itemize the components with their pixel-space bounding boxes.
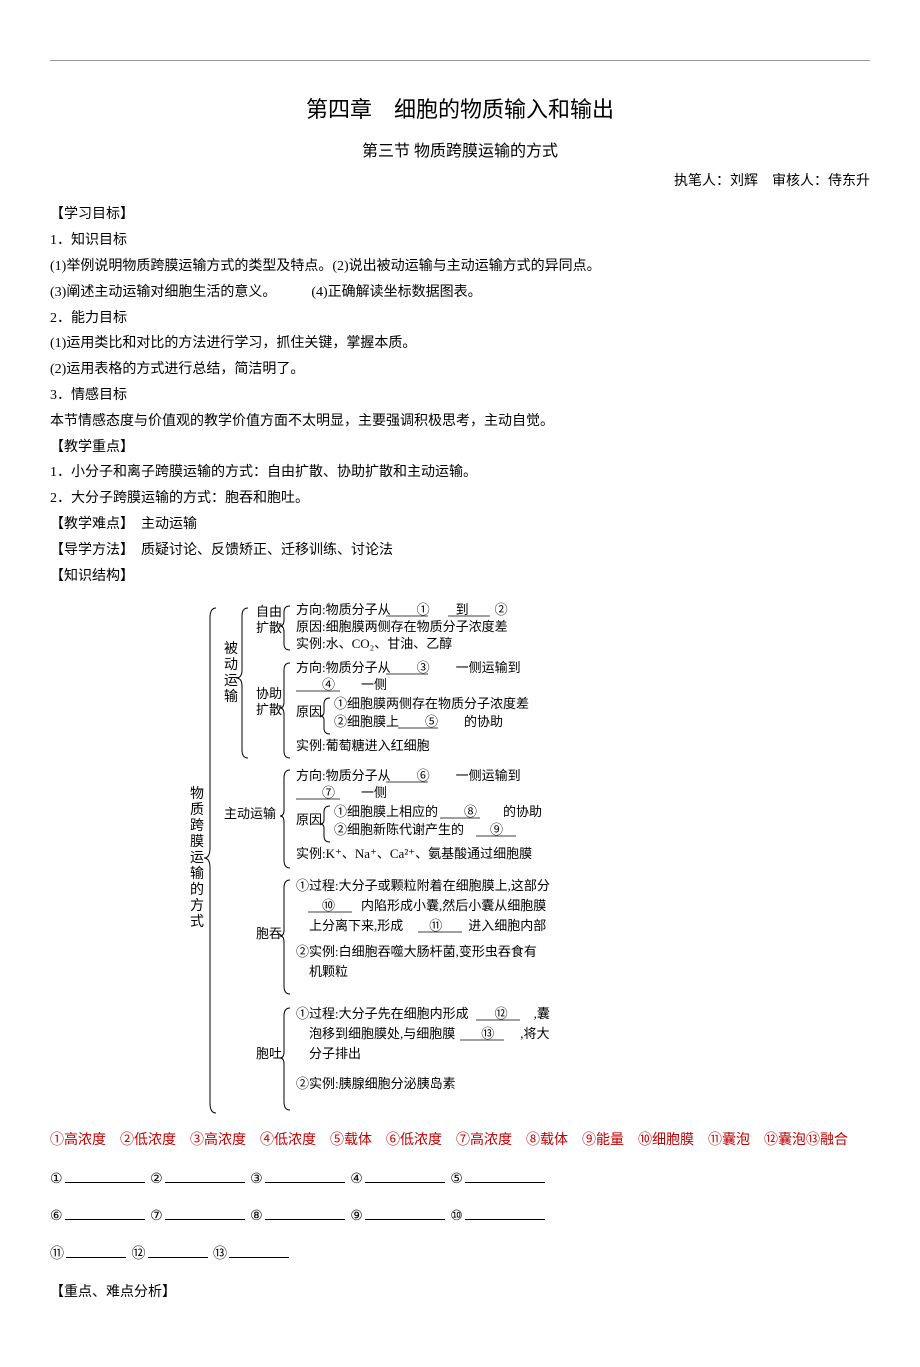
exo-l2: ②实例:胰腺细胞分泌胰岛素 [296,1076,456,1091]
top-rule [50,60,870,61]
endo-l2b: 机颗粒 [296,964,348,979]
free-diff-l3: 实例:水、CO₂、甘油、乙醇 [296,636,452,651]
active-l2: 原因 [296,812,322,827]
facil-diff-l1b: ④ 一侧 [296,677,387,692]
active-label: 主动运输 [224,806,276,821]
blank-label-8: ⑧ [250,1209,263,1224]
facil-diff-label: 协助扩散 [256,686,282,717]
free-diff-l2: 原因:细胞膜两侧存在物质分子浓度差 [296,619,508,634]
blank-input-13 [229,1243,289,1258]
endo-label: 胞吞 [256,926,282,941]
blank-input-11 [66,1243,126,1258]
heading-learning-goals: 【学习目标】 [50,203,870,227]
ag-line1: (1)运用类比和对比的方法进行学习，抓住关键，掌握本质。 [50,332,870,356]
endo-l1c: 上分离下来,形成 ⑪ 进入细胞内部 [296,918,546,933]
blank-input-2 [165,1168,245,1183]
blank-input-1 [65,1168,145,1183]
facil-diff-l2b: ②细胞膜上 ⑤ 的协助 [334,714,503,729]
body-text: 【学习目标】 1．知识目标 (1)举例说明物质跨膜运输方式的类型及特点。(2)说… [50,203,870,588]
root-brace-icon [204,608,216,1113]
blank-label-1: ① [50,1172,63,1187]
active-l2a: ①细胞膜上相应的 ⑧ 的协助 [334,804,542,819]
blank-label-10: ⑩ [450,1209,463,1224]
ag-line2: (2)运用表格的方式进行总结，简洁明了。 [50,358,870,382]
blank-input-12 [148,1243,208,1258]
eg-line1: 本节情感态度与价值观的教学价值方面不太明显，主要强调积极思考，主动自觉。 [50,410,870,434]
blanks-row-3: ⑪ ⑫ ⑬ [50,1243,870,1267]
active-l1: 方向:物质分子从 ⑥ 一侧运输到 [296,768,521,783]
byline: 执笔人：刘辉 审核人：侍东升 [50,170,870,194]
blank-label-5: ⑤ [450,1172,463,1187]
teaching-method: 【导学方法】 质疑讨论、反馈矫正、迁移训练、讨论法 [50,539,870,563]
blank-label-13: ⑬ [213,1247,227,1262]
blank-input-6 [65,1205,145,1220]
knowledge-goal: 1．知识目标 [50,229,870,253]
exo-l1c: 分子排出 [296,1046,361,1061]
root-label: 物质跨膜运输的方式 [190,786,204,930]
blank-label-3: ③ [250,1172,263,1187]
endo-l2: ②实例:白细胞吞噬大肠杆菌,变形虫吞食有 [296,944,537,959]
blank-label-9: ⑨ [350,1209,363,1224]
answers-red: ①高浓度 ②低浓度 ③高浓度 ④低浓度 ⑤载体 ⑥低浓度 ⑦高浓度 ⑧载体 ⑨能… [50,1128,870,1153]
key-diff-heading: 【重点、难点分析】 [50,1281,870,1305]
active-brace-icon [280,770,290,868]
blank-input-4 [365,1168,445,1183]
exo-l1: ①过程:大分子先在细胞内形成 ⑫ ,囊 [296,1006,550,1021]
endo-l1: ①过程:大分子或颗粒附着在细胞膜上,这部分 [296,878,550,893]
active-l2b: ②细胞新陈代谢产生的 ⑨ [334,822,529,837]
teaching-diff: 【教学难点】 主动运输 [50,513,870,537]
blanks-row-2: ⑥ ⑦ ⑧ ⑨ ⑩ [50,1205,870,1229]
teaching-focus: 【教学重点】 [50,436,870,460]
tf-line1: 1．小分子和离子跨膜运输的方式：自由扩散、协助扩散和主动运输。 [50,461,870,485]
key-diff-analysis: 【重点、难点分析】 [50,1281,870,1305]
section-title: 第三节 物质跨膜运输的方式 [50,138,870,165]
emotion-goal: 3．情感目标 [50,384,870,408]
free-diff-l1: 方向:物质分子从 ① 到 ② [296,602,534,617]
blank-input-9 [365,1205,445,1220]
exo-l1b: 泡移到细胞膜处,与细胞膜 ⑬ ,将大 [296,1026,550,1041]
facil-diff-l3: 实例:葡萄糖进入红细胞 [296,738,430,753]
facil-diff-l2a: ①细胞膜两侧存在物质分子浓度差 [334,696,529,711]
free-diff-label: 自由扩散 [256,604,282,635]
passive-label: 被动运输 [224,641,238,705]
active-l1b: ⑦ 一侧 [296,785,387,800]
endo-l1b: ⑩ 内陷形成小囊,然后小囊从细胞膜 [296,898,546,913]
facil-diff-l2: 原因 [296,704,322,719]
kg-line2: (3)阐述主动运输对细胞生活的意义。 (4)正确解读坐标数据图表。 [50,281,870,305]
knowledge-structure-tree: 物质跨膜运输的方式 被动运输 自由扩散 方向:物质分子从 ① 到 ② 原因:细胞… [50,598,870,1118]
facil-diff-l1: 方向:物质分子从 ③ 一侧运输到 [296,660,521,675]
blank-input-3 [265,1168,345,1183]
ability-goal: 2．能力目标 [50,307,870,331]
blank-input-8 [265,1205,345,1220]
blank-label-7: ⑦ [150,1209,163,1224]
blank-label-2: ② [150,1172,163,1187]
blank-input-10 [465,1205,545,1220]
exo-label: 胞吐 [256,1046,282,1061]
blank-label-6: ⑥ [50,1209,63,1224]
blanks-row-1: ① ② ③ ④ ⑤ [50,1168,870,1192]
blank-input-5 [465,1168,545,1183]
chapter-title: 第四章 细胞的物质输入和输出 [50,91,870,128]
tf-line2: 2．大分子跨膜运输的方式：胞吞和胞吐。 [50,487,870,511]
blank-label-12: ⑫ [132,1247,146,1262]
kg-line1: (1)举例说明物质跨膜运输方式的类型及特点。(2)说出被动运输与主动运输方式的异… [50,255,870,279]
blank-input-7 [165,1205,245,1220]
active-l3: 实例:K⁺、Na⁺、Ca²⁺、氨基酸通过细胞膜 [296,846,532,861]
blank-label-4: ④ [350,1172,363,1187]
blank-label-11: ⑪ [50,1247,64,1262]
knowledge-structure-heading: 【知识结构】 [50,565,870,589]
tree-svg: 物质跨膜运输的方式 被动运输 自由扩散 方向:物质分子从 ① 到 ② 原因:细胞… [180,598,740,1118]
